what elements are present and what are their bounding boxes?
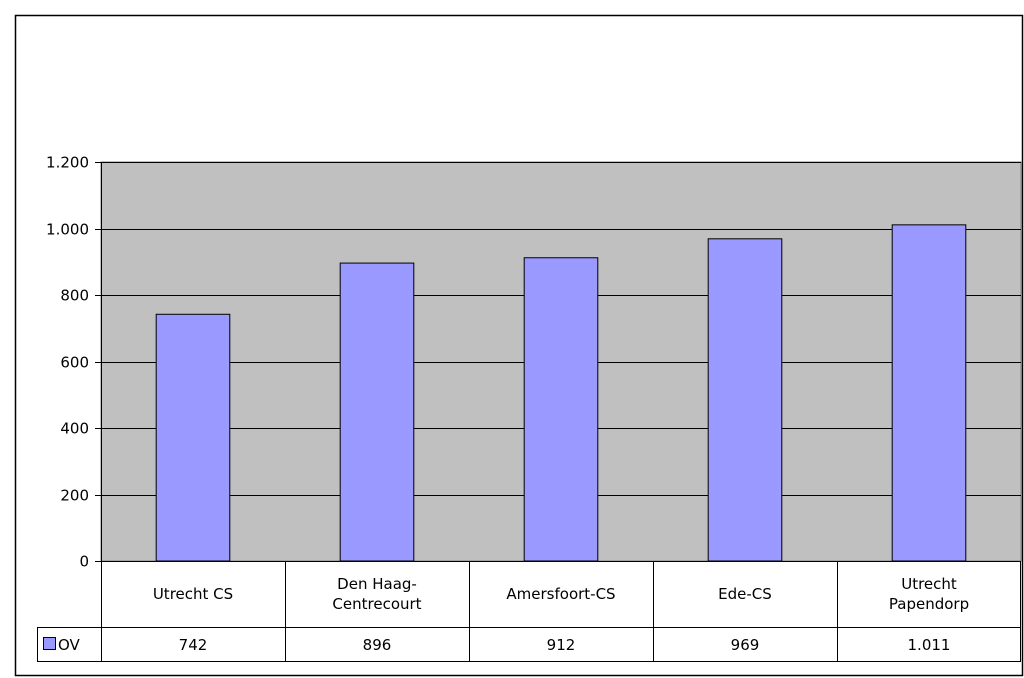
- data-value-label: 896: [363, 636, 392, 654]
- y-tick-label: 1.000: [46, 221, 89, 239]
- data-value-label: 1.011: [908, 636, 951, 654]
- category-label: Utrecht CS: [153, 585, 233, 603]
- category-label: Den Haag-: [337, 575, 417, 593]
- category-label: Utrecht: [901, 575, 957, 593]
- bar: [155, 313, 231, 562]
- category-label: Amersfoort-CS: [506, 585, 615, 603]
- legend-swatch: [43, 637, 56, 650]
- data-value-label: 969: [731, 636, 760, 654]
- y-tick-label: 600: [60, 354, 89, 372]
- y-tick-label: 800: [60, 287, 89, 305]
- bar: [707, 238, 783, 562]
- category-label: Centrecourt: [332, 595, 421, 613]
- category-label: Ede-CS: [718, 585, 772, 603]
- bar: [339, 262, 415, 562]
- legend-label: OV: [58, 636, 81, 654]
- data-value-label: 912: [547, 636, 576, 654]
- y-tick-label: 0: [79, 553, 89, 571]
- y-tick-label: 400: [60, 420, 89, 438]
- bar: [523, 257, 599, 562]
- bars: [155, 224, 967, 562]
- bar: [891, 224, 967, 562]
- y-tick-label: 1.200: [46, 154, 89, 172]
- y-tick-label: 200: [60, 487, 89, 505]
- data-value-label: 742: [179, 636, 208, 654]
- y-axis: 0 200 400 600 800 1.000 1.200: [46, 154, 102, 571]
- category-label: Papendorp: [889, 595, 969, 613]
- data-table: Utrecht CS Den Haag- Centrecourt Amersfoort…: [37, 561, 1021, 662]
